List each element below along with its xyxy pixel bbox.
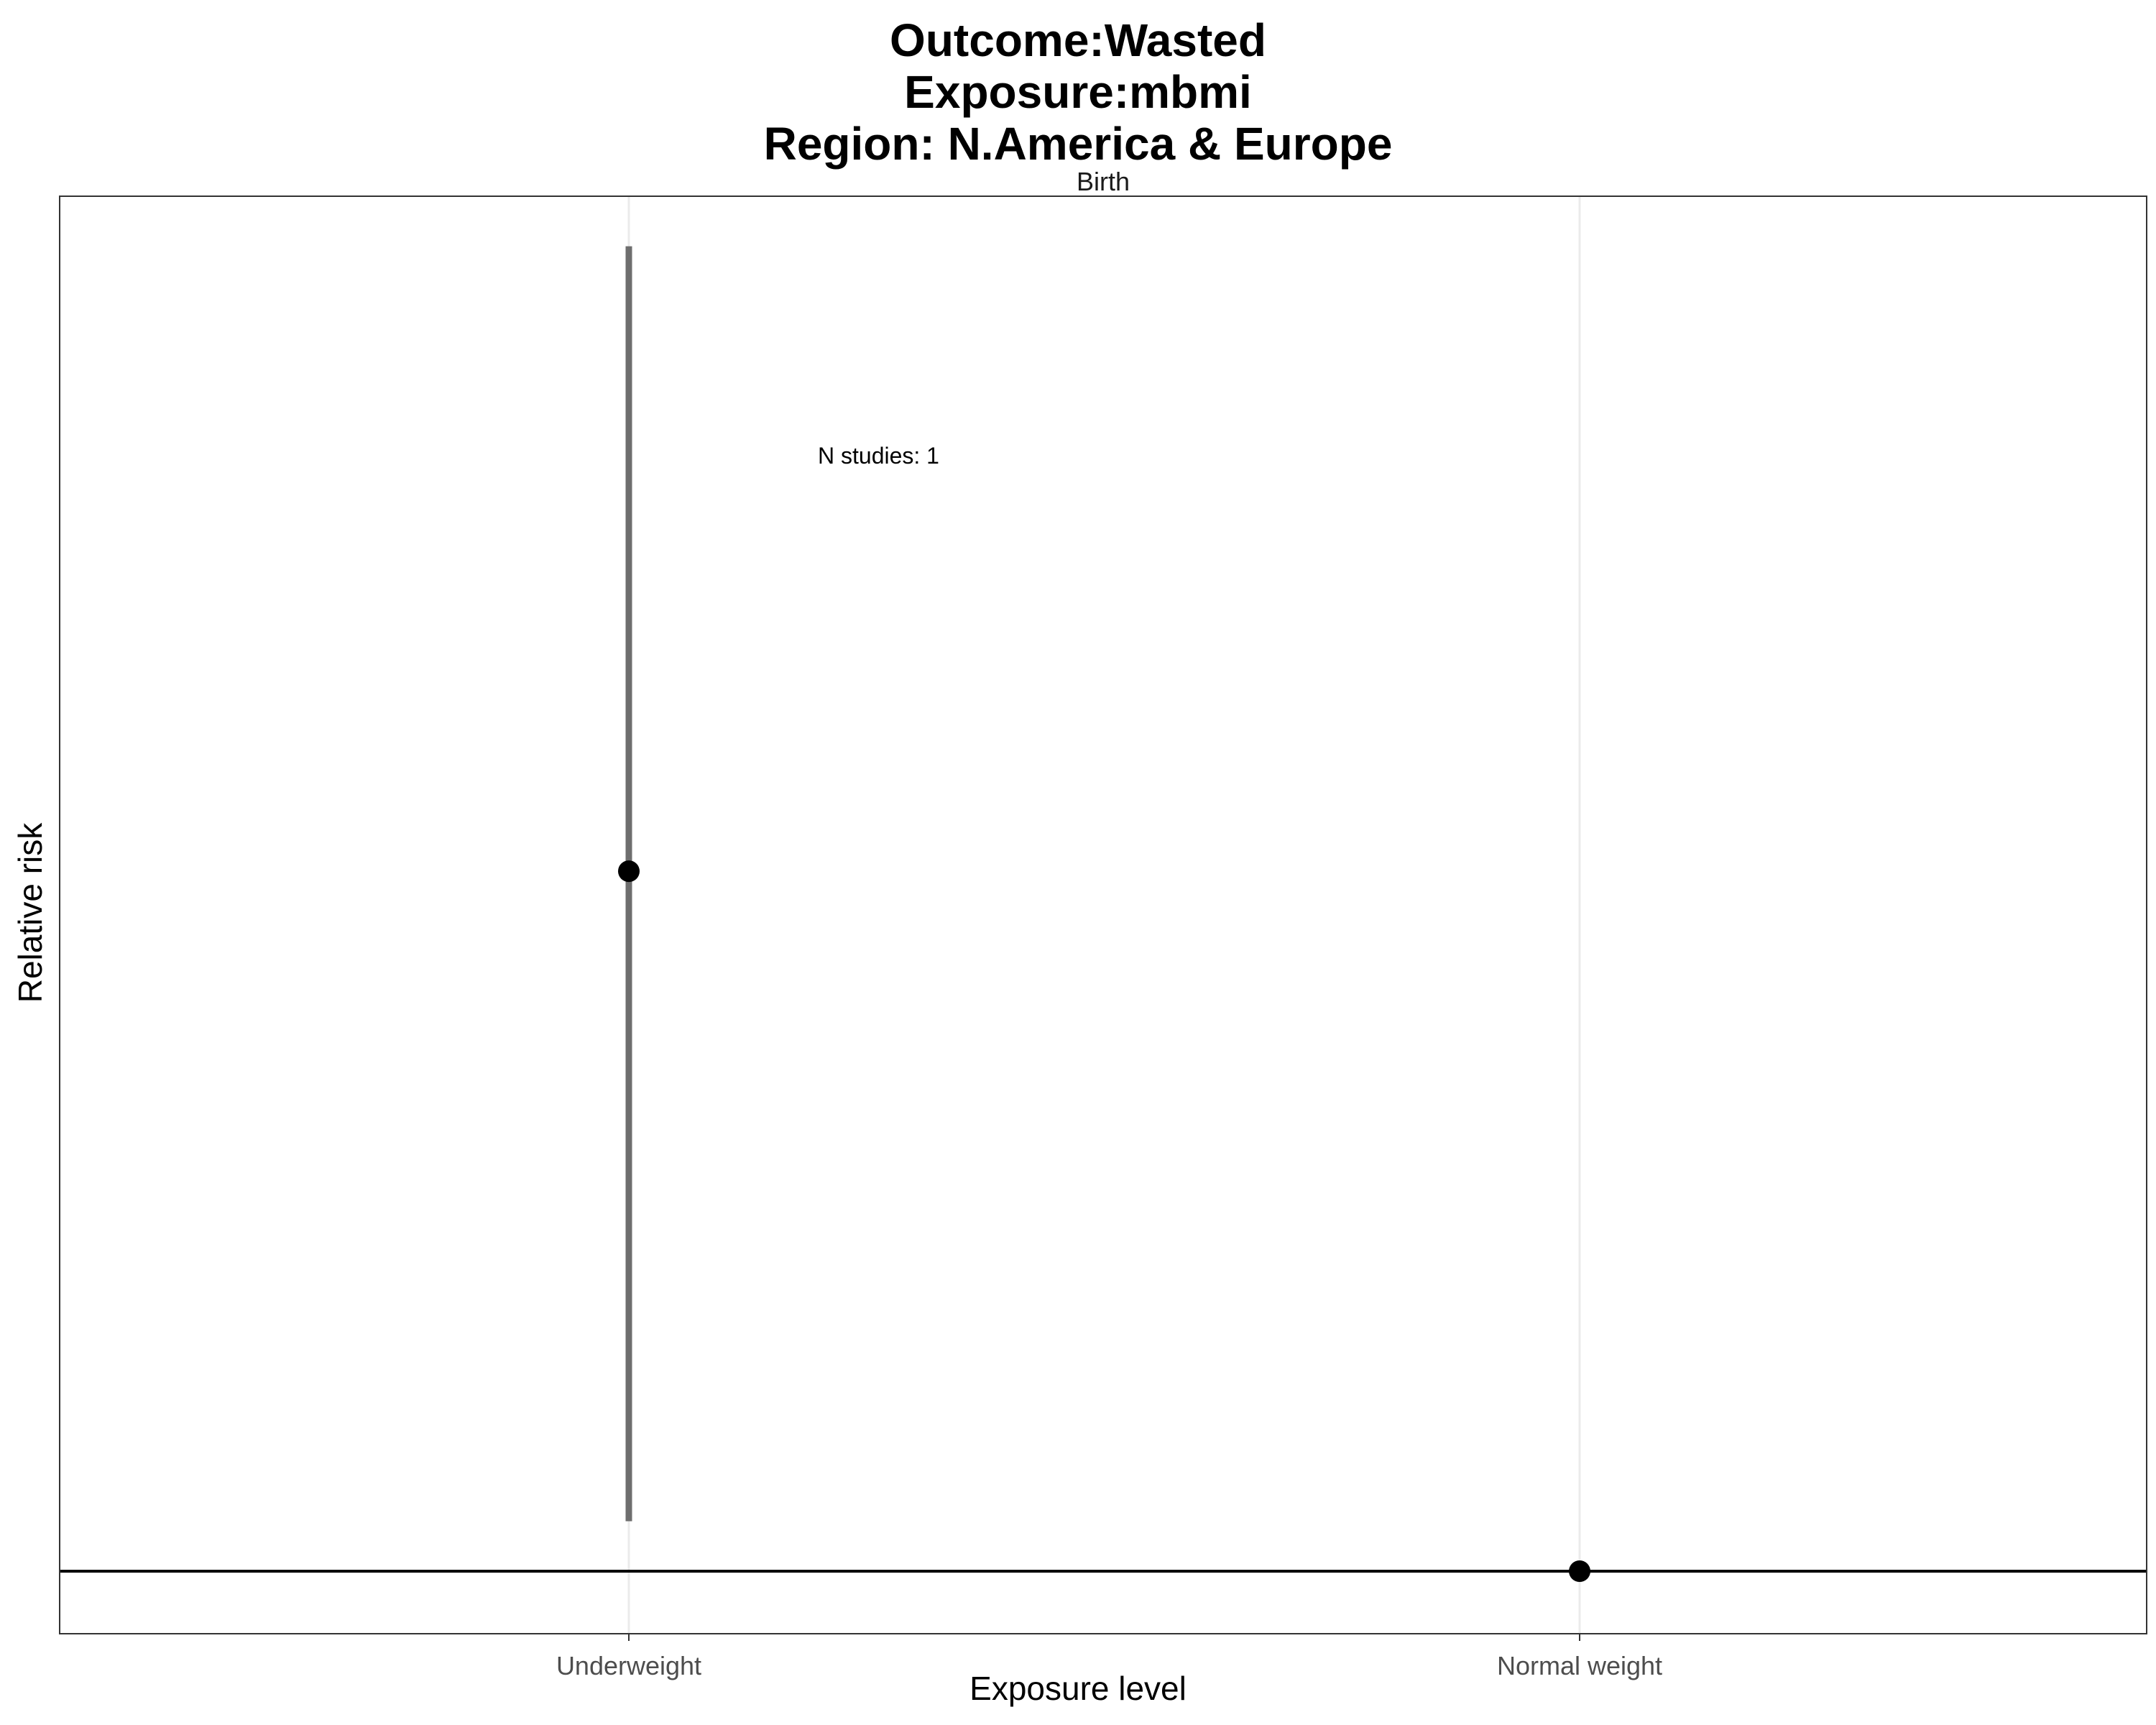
data-point (1569, 1560, 1590, 1583)
annotation-n-studies: N studies: 1 (818, 443, 939, 469)
x-axis-title: Exposure level (969, 1670, 1187, 1707)
data-point (618, 860, 640, 883)
x-tick-label: Underweight (556, 1651, 701, 1680)
x-tick-label: Normal weight (1497, 1651, 1662, 1680)
panel-background (60, 196, 2147, 1634)
panel-border (59, 196, 2147, 1634)
chart-title-line-2: Exposure:mbmi (904, 66, 1252, 118)
facet-strip-label: Birth (1076, 167, 1130, 196)
chart-title-line-3: Region: N.America & Europe (763, 118, 1393, 170)
y-axis-title: Relative risk (11, 822, 49, 1003)
chart-title-line-1: Outcome:Wasted (890, 14, 1266, 66)
